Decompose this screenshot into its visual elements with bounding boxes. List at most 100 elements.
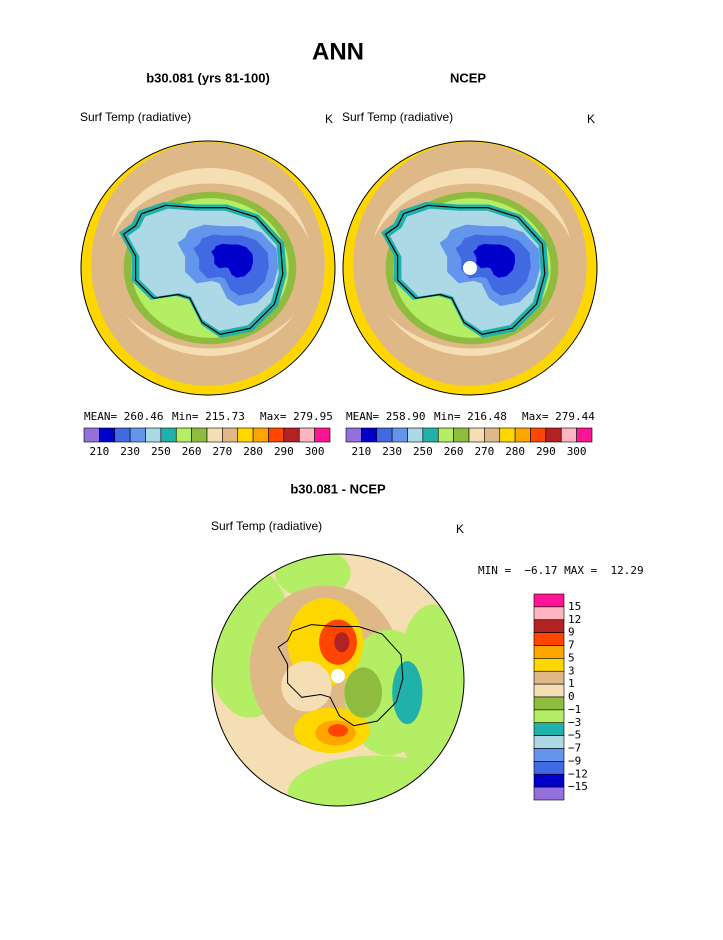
colorbar-label: −7 xyxy=(568,742,581,755)
pole-mask xyxy=(331,669,345,683)
colorbar-box xyxy=(533,722,565,736)
colorbar-box xyxy=(530,427,547,443)
colorbar-box xyxy=(298,427,315,443)
colorbar-box xyxy=(376,427,393,443)
colorbar-box xyxy=(268,427,285,443)
colorbar-box xyxy=(533,670,565,685)
figure-title: ANN xyxy=(312,38,364,65)
colorbar-box xyxy=(533,619,565,633)
map-field xyxy=(473,243,516,278)
colorbar-label: −3 xyxy=(568,716,581,729)
colorbar-label: 270 xyxy=(474,445,494,458)
colorbar-box xyxy=(533,696,565,711)
colorbar-box xyxy=(453,427,470,443)
colorbar-box xyxy=(422,427,439,443)
colorbar-box xyxy=(345,427,362,443)
colorbar-box xyxy=(145,427,162,443)
units-label: K xyxy=(325,112,333,126)
panel-title: b30.081 - NCEP xyxy=(290,481,386,496)
map-field xyxy=(211,243,254,278)
colorbar-box xyxy=(129,427,146,443)
colorbar-box xyxy=(514,427,531,443)
coastline xyxy=(277,624,404,727)
colorbar-box xyxy=(407,427,424,443)
colorbar-label: −1 xyxy=(568,703,581,716)
colorbar-label: 1 xyxy=(568,677,575,690)
colorbar-box xyxy=(576,427,593,443)
stats-label: Min= 215.73 xyxy=(172,410,245,423)
colorbar-box xyxy=(222,427,239,443)
colorbar-label: 250 xyxy=(413,445,433,458)
map-border xyxy=(80,140,336,396)
stats-label: Max= 279.95 xyxy=(260,410,333,423)
colorbar-label: 300 xyxy=(567,445,587,458)
colorbar-box xyxy=(206,427,223,443)
coastline xyxy=(384,204,546,336)
colorbar-label: 5 xyxy=(568,651,575,664)
map-field xyxy=(392,661,423,725)
colorbar-label: 9 xyxy=(568,626,575,639)
colorbar-box xyxy=(533,786,565,801)
colorbar-box xyxy=(114,427,131,443)
colorbar-box xyxy=(545,427,562,443)
colorbar-box xyxy=(533,735,565,749)
colorbar-label: 12 xyxy=(568,613,581,626)
variable-label: Surf Temp (radiative) xyxy=(342,110,453,124)
stats-label: MIN = −6.17 MAX = 12.29 xyxy=(478,564,644,577)
colorbar-box xyxy=(533,606,565,621)
map-field xyxy=(281,661,332,712)
units-label: K xyxy=(456,522,464,536)
colorbar-label: 0 xyxy=(568,690,575,703)
colorbar-box xyxy=(533,709,565,724)
map-field xyxy=(327,724,349,737)
colorbar-box xyxy=(252,427,269,443)
colorbar-box xyxy=(560,427,577,443)
colorbar-box xyxy=(533,632,565,646)
stats-label: MEAN= 258.90 xyxy=(346,410,425,423)
colorbar-box xyxy=(468,427,485,443)
polar-map xyxy=(212,554,464,806)
map-field xyxy=(344,667,383,718)
colorbar-label: 280 xyxy=(243,445,263,458)
colorbar-label: 300 xyxy=(305,445,325,458)
colorbar-box xyxy=(99,427,116,443)
map-field xyxy=(287,755,464,806)
colorbar-label: 3 xyxy=(568,664,575,677)
coastline xyxy=(122,204,284,336)
colorbar-box xyxy=(533,683,565,698)
colorbar-box xyxy=(83,427,100,443)
stats-label: MEAN= 260.46 xyxy=(84,410,163,423)
panel-title: b30.081 (yrs 81-100) xyxy=(146,70,270,85)
colorbar-label: 270 xyxy=(212,445,232,458)
colorbar-box xyxy=(237,427,254,443)
colorbar-box xyxy=(283,427,300,443)
colorbar-label: −15 xyxy=(568,780,588,793)
colorbar-label: 290 xyxy=(536,445,556,458)
colorbar-box xyxy=(533,748,565,762)
stats-label: Max= 279.44 xyxy=(522,410,595,423)
colorbar-box xyxy=(361,427,378,443)
colorbar-label: −12 xyxy=(568,767,588,780)
colorbar-box xyxy=(484,427,501,443)
panel-title: NCEP xyxy=(450,70,486,85)
colorbar-box xyxy=(437,427,454,443)
colorbar-box xyxy=(499,427,516,443)
colorbar-box xyxy=(533,593,565,608)
colorbar-box xyxy=(533,773,565,788)
colorbar-label: 210 xyxy=(89,445,109,458)
colorbar-label: −5 xyxy=(568,729,581,742)
colorbar-box xyxy=(175,427,192,443)
polar-map xyxy=(343,141,597,395)
colorbar-box xyxy=(533,645,565,659)
units-label: K xyxy=(587,112,595,126)
variable-label: Surf Temp (radiative) xyxy=(211,519,322,533)
colorbar-box xyxy=(314,427,331,443)
colorbar-label: 210 xyxy=(351,445,371,458)
colorbar-box xyxy=(533,761,565,775)
map-border xyxy=(342,140,598,396)
variable-label: Surf Temp (radiative) xyxy=(80,110,191,124)
pole-mask xyxy=(463,261,477,275)
colorbar-label: 260 xyxy=(182,445,202,458)
colorbar-box xyxy=(533,658,565,672)
stats-label: Min= 216.48 xyxy=(434,410,507,423)
